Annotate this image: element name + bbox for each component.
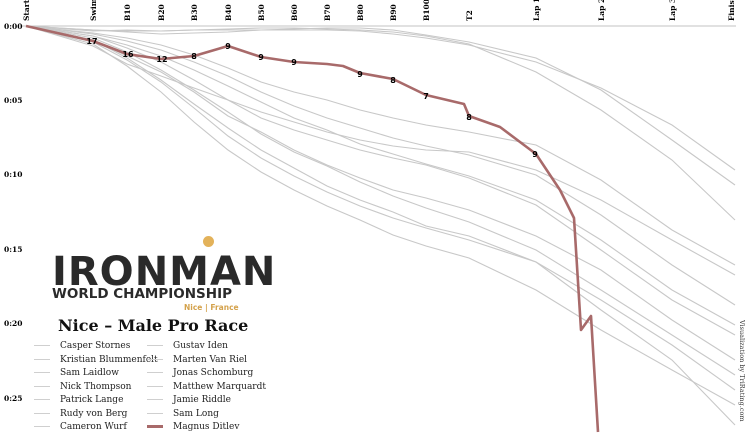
legend-item: Cameron Wurf xyxy=(34,421,127,433)
x-tick-label: Finish xyxy=(727,0,736,21)
rank-label: 9 xyxy=(258,53,264,62)
legend-item: Sam Long xyxy=(147,408,219,420)
credit-text: Visualization by TriRating.com xyxy=(738,319,746,422)
athlete-line xyxy=(25,25,736,376)
legend-swatch xyxy=(34,399,50,400)
rank-label: 9 xyxy=(291,58,297,67)
athlete-line xyxy=(25,25,736,276)
x-tick-label: B20 xyxy=(157,4,166,21)
legend-label: Nick Thompson xyxy=(60,381,132,392)
x-tick-label: B80 xyxy=(356,4,365,21)
rank-label: 9 xyxy=(532,150,538,159)
legend-swatch xyxy=(34,412,50,414)
legend-swatch xyxy=(34,372,50,373)
x-tick-label: B10 xyxy=(123,4,132,21)
athlete-line xyxy=(25,25,736,326)
athlete-line xyxy=(25,25,736,391)
rank-label: 9 xyxy=(357,70,363,79)
legend-item: Gustav Iden xyxy=(147,340,228,352)
logo-sun-icon xyxy=(203,236,214,247)
legend-item: Rudy von Berg xyxy=(34,408,127,420)
x-tick-label: Lap 2 xyxy=(597,0,606,21)
rank-label: 9 xyxy=(225,42,231,51)
legend-item: Patrick Lange xyxy=(34,394,123,406)
x-tick-label: B50 xyxy=(257,4,266,21)
legend-label: Kristian Blummenfelt xyxy=(60,354,158,365)
x-tick-label: B60 xyxy=(290,4,299,21)
legend-label: Matthew Marquardt xyxy=(173,381,266,392)
x-tick-label: B90 xyxy=(389,4,398,21)
y-tick-label: 0:00 xyxy=(4,22,22,31)
athlete-line xyxy=(25,25,736,171)
x-tick-label: B100 xyxy=(422,0,431,21)
legend-swatch xyxy=(34,385,50,387)
rank-label: 8 xyxy=(466,113,472,122)
y-tick-label: 0:05 xyxy=(4,96,22,105)
legend-item: Nick Thompson xyxy=(34,381,131,393)
logo-location: Nice | France xyxy=(184,303,239,312)
legend-label: Marten Van Riel xyxy=(173,354,248,365)
legend-label: Sam Laidlow xyxy=(60,368,119,378)
legend-label: Jonas Schomburg xyxy=(173,368,254,378)
athlete-line xyxy=(25,25,736,426)
x-tick-label: B40 xyxy=(224,4,233,21)
legend-swatch xyxy=(147,358,163,360)
legend-swatch xyxy=(147,372,163,373)
athlete-line xyxy=(25,25,736,361)
rank-label: 17 xyxy=(86,37,97,46)
x-tick-label: Lap 1 xyxy=(532,0,541,21)
legend-swatch xyxy=(147,345,163,346)
legend-item: Casper Stornes xyxy=(34,340,130,352)
rank-label: 12 xyxy=(156,55,167,64)
legend-item: Magnus Ditlev xyxy=(147,421,239,433)
x-tick-label: Start xyxy=(22,0,31,21)
x-tick-label: Swim xyxy=(89,0,98,21)
legend-label: Patrick Lange xyxy=(60,395,124,405)
athlete-line xyxy=(25,25,736,266)
logo-subtitle: WORLD CHAMPIONSHIP xyxy=(52,286,232,302)
legend-swatch xyxy=(147,425,163,428)
legend-label: Casper Stornes xyxy=(60,341,131,351)
x-tick-label: Lap 3 xyxy=(668,0,677,21)
y-tick-label: 0:25 xyxy=(4,394,22,403)
chart-title: Nice – Male Pro Race xyxy=(58,316,249,335)
y-tick-label: 0:20 xyxy=(4,319,22,328)
athlete-line xyxy=(25,25,736,406)
legend-swatch xyxy=(147,385,163,387)
legend-label: Gustav Iden xyxy=(173,341,228,351)
legend-swatch xyxy=(34,345,50,346)
legend-label: Jamie Riddle xyxy=(173,395,231,405)
legend-label: Sam Long xyxy=(173,408,219,419)
y-tick-label: 0:10 xyxy=(4,170,22,179)
legend-item: Jonas Schomburg xyxy=(147,367,253,379)
rank-label: 16 xyxy=(122,50,134,59)
highlight-line xyxy=(25,24,600,433)
legend-label: Magnus Ditlev xyxy=(173,422,240,432)
rank-label: 7 xyxy=(423,92,429,101)
x-tick-label: B70 xyxy=(323,4,332,21)
ironman-logo: IRONMAN WORLD CHAMPIONSHIP Nice | France xyxy=(52,236,275,316)
legend-item: Sam Laidlow xyxy=(34,367,119,379)
legend-label: Rudy von Berg xyxy=(60,408,128,419)
x-tick-label: B30 xyxy=(190,4,199,21)
legend-label: Cameron Wurf xyxy=(60,422,127,432)
legend-swatch xyxy=(34,358,50,360)
logo-word: IRONMAN xyxy=(52,249,277,295)
legend-item: Kristian Blummenfelt xyxy=(34,354,158,366)
athlete-line xyxy=(25,25,736,186)
y-tick-label: 0:15 xyxy=(4,245,22,254)
x-tick-label: T2 xyxy=(465,10,474,21)
rank-label: 8 xyxy=(191,52,197,61)
legend-item: Matthew Marquardt xyxy=(147,381,266,393)
legend-item: Jamie Riddle xyxy=(147,394,231,406)
athlete-line xyxy=(25,25,736,221)
legend-swatch xyxy=(147,412,163,414)
legend-swatch xyxy=(147,399,163,400)
legend-swatch xyxy=(34,426,50,427)
rank-label: 8 xyxy=(390,76,396,85)
legend: Casper Stornes Kristian Blummenfelt Sam La… xyxy=(34,340,274,436)
legend-item: Marten Van Riel xyxy=(147,354,247,366)
